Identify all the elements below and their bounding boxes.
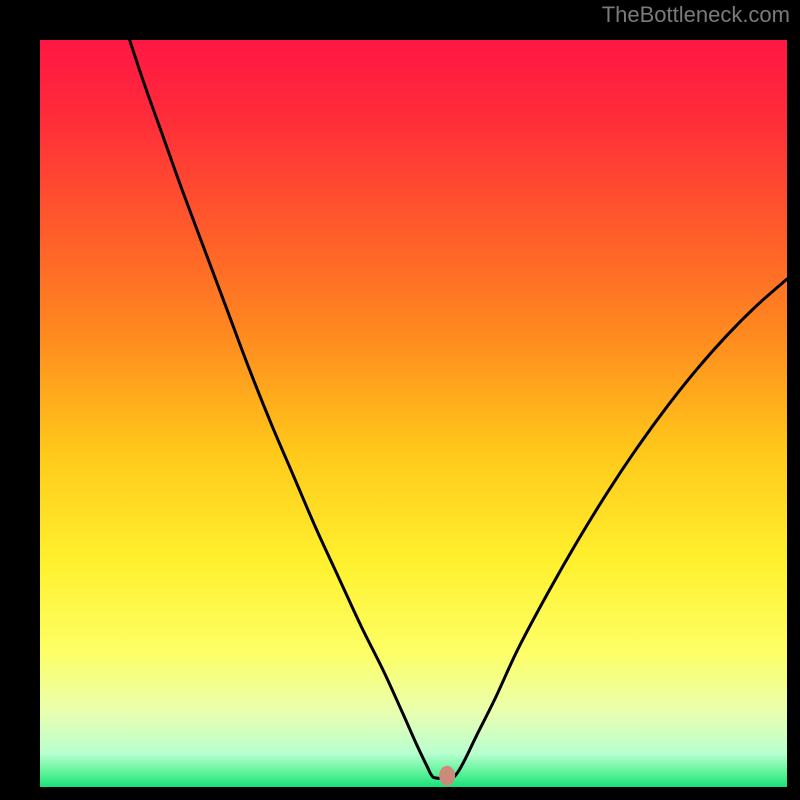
plot-gradient-area xyxy=(40,40,787,787)
frame-bottom xyxy=(0,787,800,800)
chart-container: TheBottleneck.com xyxy=(0,0,800,800)
frame-left xyxy=(0,0,40,800)
frame-right xyxy=(787,0,800,800)
optimum-marker xyxy=(439,766,455,786)
watermark-text: TheBottleneck.com xyxy=(602,2,790,28)
bottleneck-chart xyxy=(0,0,800,800)
